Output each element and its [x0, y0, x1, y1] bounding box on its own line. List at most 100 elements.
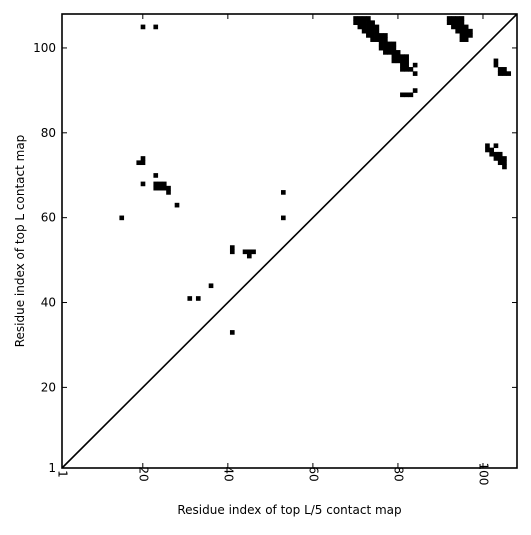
contact-cell-upper — [412, 88, 418, 93]
contact-cell-lower — [161, 185, 167, 191]
contact-cell-upper — [370, 24, 375, 30]
contact-cell-upper — [374, 37, 380, 42]
contact-cell-upper — [357, 20, 363, 26]
y-tick-label: 20 — [41, 380, 56, 394]
contact-cell-upper — [370, 20, 375, 26]
contact-cell-upper — [383, 37, 388, 42]
contact-cell-upper — [446, 16, 452, 21]
contact-cell-upper — [395, 50, 401, 55]
contact-cell-upper — [374, 24, 380, 30]
contact-cell-upper — [493, 62, 499, 68]
y-tick-label: 1 — [48, 461, 56, 475]
contact-cell-upper — [361, 28, 367, 34]
contact-cell-upper — [497, 67, 503, 72]
contact-cell-upper — [370, 33, 375, 38]
contact-cell-lower — [153, 173, 159, 178]
contact-cell-upper — [404, 92, 409, 98]
contact-cell-lower — [157, 185, 163, 191]
contact-cell-upper — [400, 62, 405, 68]
contact-cell-lower — [280, 215, 286, 221]
contact-cell-lower — [280, 190, 286, 195]
contact-cell-upper — [451, 24, 456, 30]
contact-cell-upper — [378, 37, 384, 42]
contact-cell-upper — [463, 33, 469, 38]
contact-cell-lower — [166, 185, 171, 191]
contact-cell-lower — [136, 160, 142, 166]
contact-cell-upper — [459, 20, 465, 26]
contact-cell-lower — [229, 245, 235, 250]
contact-cell-upper — [366, 28, 371, 34]
contact-cell-lower — [246, 249, 252, 255]
contact-cell-lower — [502, 156, 507, 161]
contact-cell-upper — [459, 33, 465, 38]
y-tick-label: 60 — [41, 211, 56, 225]
contact-cell-upper — [455, 20, 460, 26]
y-tick-label: 40 — [41, 296, 56, 310]
contact-cell-upper — [361, 20, 367, 26]
contact-cell-upper — [400, 92, 405, 98]
contact-cell-upper — [412, 71, 418, 76]
contact-cell-upper — [493, 58, 499, 64]
y-tick-label: 100 — [33, 41, 56, 55]
contact-cell-upper — [357, 16, 363, 21]
contact-cell-lower — [174, 202, 180, 208]
contact-cell-lower — [153, 181, 159, 187]
contact-cell-upper — [463, 28, 469, 34]
contact-cell-upper — [391, 50, 397, 55]
x-tick-label: 20 — [136, 466, 150, 481]
contact-cell-upper — [361, 24, 367, 30]
plot-frame — [61, 13, 518, 469]
contact-cell-upper — [404, 58, 409, 64]
contact-cell-lower — [140, 156, 146, 161]
contact-cell-upper — [391, 58, 397, 64]
x-tick-label: 60 — [306, 466, 320, 481]
contact-cell-lower — [493, 151, 499, 157]
contact-cell-lower — [489, 151, 495, 157]
contact-cell-lower — [161, 181, 167, 187]
contact-cell-lower — [242, 249, 248, 255]
contact-cell-upper — [353, 16, 358, 21]
contact-cell-lower — [195, 296, 201, 301]
contact-cell-upper — [357, 24, 363, 30]
contact-cell-upper — [408, 92, 414, 98]
contact-cell-lower — [497, 151, 503, 157]
contact-cell-lower — [497, 156, 503, 161]
contact-cell-upper — [408, 67, 414, 72]
contact-cell-lower — [166, 190, 171, 195]
contact-cell-upper — [400, 54, 405, 59]
x-axis-label: Residue index of top L/5 contact map — [177, 503, 401, 517]
contact-cell-upper — [400, 58, 405, 64]
x-tick-label: 40 — [221, 466, 235, 481]
contact-cell-upper — [366, 24, 371, 30]
contact-cell-lower — [485, 143, 490, 149]
contact-cell-upper — [387, 41, 392, 47]
contact-cell-upper — [374, 33, 380, 38]
contact-cells — [119, 16, 512, 335]
contact-cell-lower — [489, 147, 495, 153]
contact-cell-lower — [140, 160, 146, 166]
contact-cell-lower — [497, 160, 503, 166]
contact-cell-upper — [153, 24, 159, 30]
contact-cell-lower — [153, 185, 159, 191]
contact-cell-upper — [391, 54, 397, 59]
x-tick-label: 1 — [56, 470, 70, 478]
contact-cell-upper — [463, 24, 469, 30]
contact-cell-upper — [370, 28, 375, 34]
contact-cell-upper — [361, 16, 367, 21]
contact-cell-upper — [366, 16, 371, 21]
y-tick-label: 80 — [41, 126, 56, 140]
contact-cell-upper — [455, 28, 460, 34]
contact-cell-lower — [157, 181, 163, 187]
contact-cell-upper — [383, 33, 388, 38]
contact-cell-upper — [468, 33, 473, 38]
contact-cell-upper — [383, 41, 388, 47]
contact-cell-upper — [383, 50, 388, 55]
contact-cell-upper — [400, 67, 405, 72]
contact-cell-upper — [497, 71, 503, 76]
contact-cell-upper — [506, 71, 512, 76]
contact-cell-upper — [468, 28, 473, 34]
x-tick-label: 100 — [476, 463, 490, 486]
contact-cell-lower — [187, 296, 193, 301]
contact-cell-upper — [404, 67, 409, 72]
x-tick-label: 80 — [391, 466, 405, 481]
